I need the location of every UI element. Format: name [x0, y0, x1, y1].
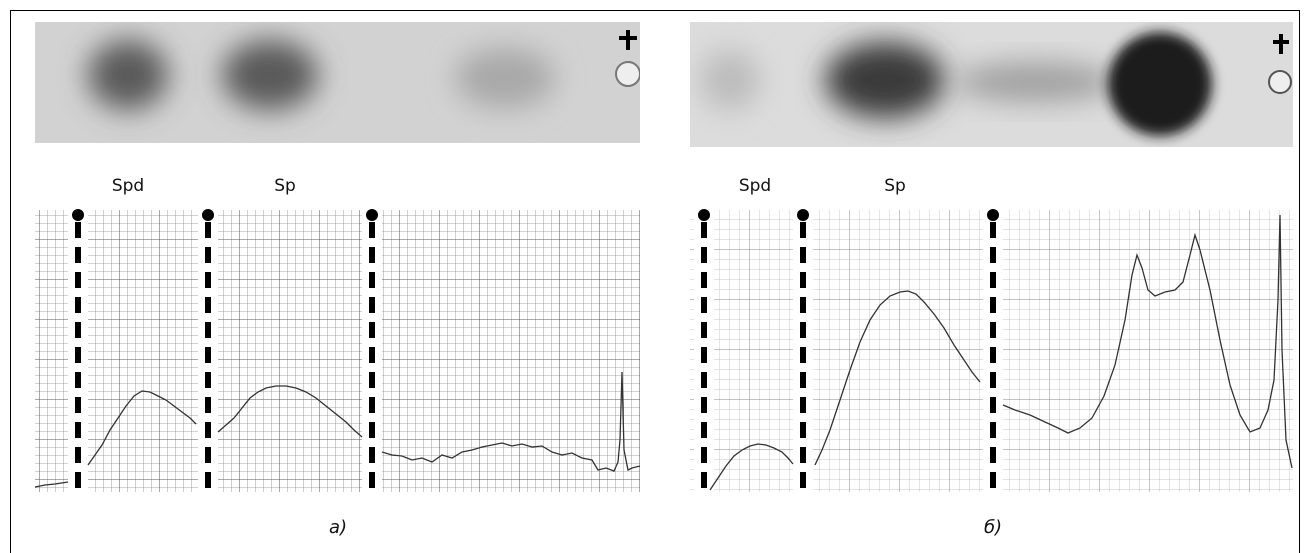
strip — [690, 22, 1293, 147]
band-label: Sp — [884, 176, 906, 196]
divider-knob — [797, 209, 809, 221]
band-label: Sp — [274, 176, 296, 196]
divider-knob — [987, 209, 999, 221]
band-label: Spd — [739, 176, 771, 196]
panel-caption: а) — [329, 517, 347, 538]
strip — [35, 22, 640, 143]
divider-knob — [202, 209, 214, 221]
traces — [34, 214, 1293, 491]
panel-caption: б) — [984, 517, 1002, 538]
frame — [10, 10, 1300, 553]
divider-knob — [698, 209, 710, 221]
plus-marker — [619, 30, 637, 50]
plus-marker — [1273, 34, 1289, 54]
divider-knob — [72, 209, 84, 221]
band-label: Spd — [112, 176, 144, 196]
graph-paper — [35, 210, 640, 492]
divider-knob — [366, 209, 378, 221]
